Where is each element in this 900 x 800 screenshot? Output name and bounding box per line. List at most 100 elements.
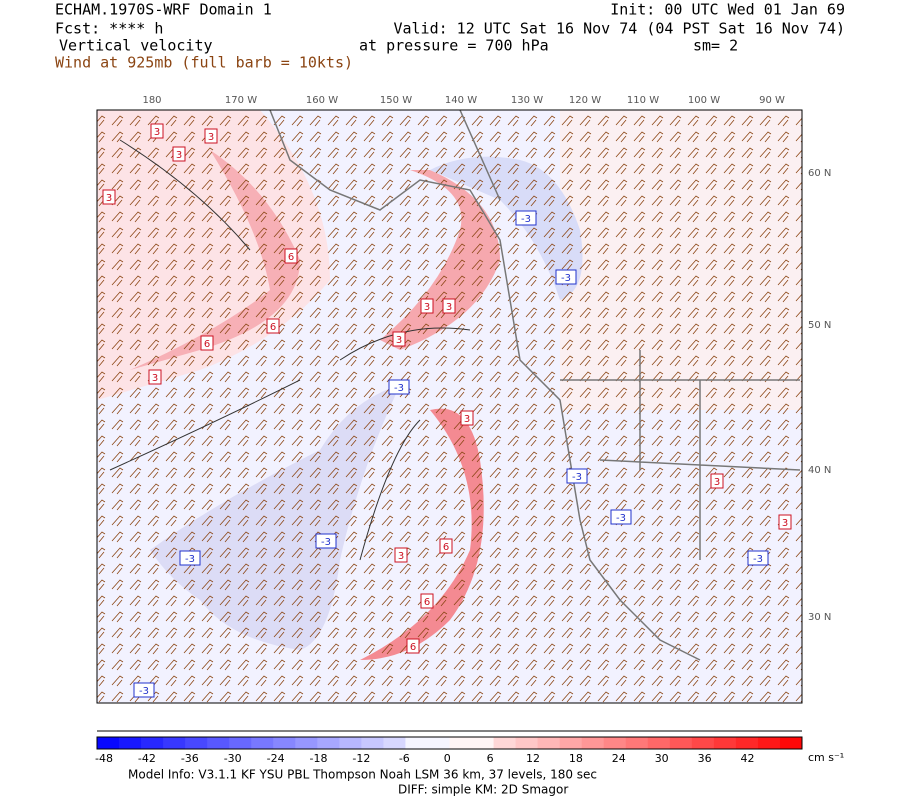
colorbar-cell (251, 737, 274, 749)
contour-label: 3 (208, 132, 214, 143)
colorbar-cell (317, 737, 340, 749)
colorbar-cell (427, 737, 450, 749)
forecast: Fcst: **** h (55, 20, 163, 38)
contour-label: 3 (446, 302, 452, 313)
contour-label-box (442, 298, 456, 314)
colorbar-label: -48 (95, 752, 113, 765)
wind-barbs (97, 110, 802, 703)
colorbar-cell (141, 737, 164, 749)
contour-label: 6 (410, 642, 416, 653)
contour-label: -3 (521, 214, 531, 225)
colorbar-label: 36 (698, 752, 712, 765)
map-frame (96, 109, 803, 704)
pressure: at pressure = 700 hPa (359, 37, 549, 55)
colorbar-cell (207, 737, 230, 749)
colorbar-cell (669, 737, 693, 749)
colorbar-label: 24 (612, 752, 626, 765)
colorbar-label: -36 (181, 752, 199, 765)
lon-label: 90 W (759, 95, 785, 106)
contour-label-box (460, 410, 474, 426)
contour-label-box (610, 509, 632, 525)
coastline (269, 109, 801, 661)
colorbar-label: -42 (138, 752, 156, 765)
colorbar-cell (735, 737, 759, 749)
colorbar-label: -24 (267, 752, 285, 765)
contour-label-box (388, 379, 410, 395)
colorbar-label: 0 (444, 752, 451, 765)
colorbar-cell (405, 737, 428, 749)
title: ECHAM.1970S-WRF Domain 1 (55, 1, 272, 19)
colorbar-cell (603, 737, 627, 749)
contour-label-box (747, 550, 769, 566)
smoothing: sm= 2 (693, 37, 738, 55)
colorbar-cell (339, 737, 362, 749)
colorbar-cell (559, 737, 583, 749)
colorbar-cell (229, 737, 252, 749)
colorbar-frame (96, 736, 803, 750)
contour-label: -3 (394, 383, 404, 394)
wind-note: Wind at 925mb (full barb = 10kts) (55, 54, 353, 72)
contour-label-box (394, 547, 408, 563)
contour-label: 3 (396, 335, 402, 346)
lon-label: 180 (142, 95, 161, 106)
lon-label: 170 W (225, 95, 257, 106)
contour-label-box (515, 210, 537, 226)
colorbar-cell (119, 737, 142, 749)
colorbar-cell (97, 737, 120, 749)
contour (109, 139, 471, 561)
contour-label-box (172, 146, 186, 162)
contour-label: -3 (321, 537, 331, 548)
colorbar-label: -30 (224, 752, 242, 765)
contour-label-box (420, 298, 434, 314)
contour-label: 6 (270, 322, 276, 333)
colorbar-cell (647, 737, 671, 749)
colorbar-label: 30 (655, 752, 669, 765)
contour-label: -3 (139, 686, 149, 697)
diff-info: DIFF: simple KM: 2D Smagor (398, 783, 568, 797)
contour-label-box (200, 335, 214, 351)
lat-label: 40 N (808, 465, 831, 476)
contour-label-box (266, 318, 280, 334)
field: Vertical velocity (59, 37, 213, 55)
contour-label-box (555, 269, 577, 285)
lon-label: 100 W (688, 95, 720, 106)
contour-label: 3 (176, 150, 182, 161)
contour-label-box (102, 189, 116, 205)
contour-label: 3 (464, 414, 470, 425)
contour-label-box (133, 682, 155, 698)
colorbar-cell (471, 737, 495, 749)
colorbar-label: 12 (526, 752, 540, 765)
colorbar-cell (515, 737, 539, 749)
contour-label-box (204, 128, 218, 144)
lat-label: 50 N (808, 320, 831, 331)
colorbar-cell (185, 737, 208, 749)
contour-label: -3 (753, 554, 763, 565)
colorbar-label: -12 (352, 752, 370, 765)
contour-label-box (778, 514, 792, 530)
contour-label-box (566, 468, 588, 484)
lat-label: 60 N (808, 168, 831, 179)
contour-label: 3 (424, 302, 430, 313)
contour-label-box (150, 123, 164, 139)
colorbar-label: -6 (399, 752, 410, 765)
contour-label-box (439, 538, 453, 554)
contour-label-box (392, 331, 406, 347)
colorbar-cell (757, 737, 781, 749)
contour-label: 6 (288, 252, 294, 263)
colorbar-cell (779, 737, 803, 749)
model-info: Model Info: V3.1.1 KF YSU PBL Thompson N… (128, 768, 597, 782)
contour-label-box (420, 593, 434, 609)
colorbar-cell (581, 737, 605, 749)
colorbar-cell (691, 737, 715, 749)
colorbar-cell (295, 737, 318, 749)
contour-label: -3 (572, 472, 582, 483)
contour-label: -3 (616, 513, 626, 524)
contour-label: 3 (152, 373, 158, 384)
contour-label: 6 (204, 339, 210, 350)
contour-label-box (148, 369, 162, 385)
contour-label-box (315, 533, 337, 549)
contour-label: 3 (106, 193, 112, 204)
contour-label: 3 (782, 518, 788, 529)
contour-label-box (284, 248, 298, 264)
